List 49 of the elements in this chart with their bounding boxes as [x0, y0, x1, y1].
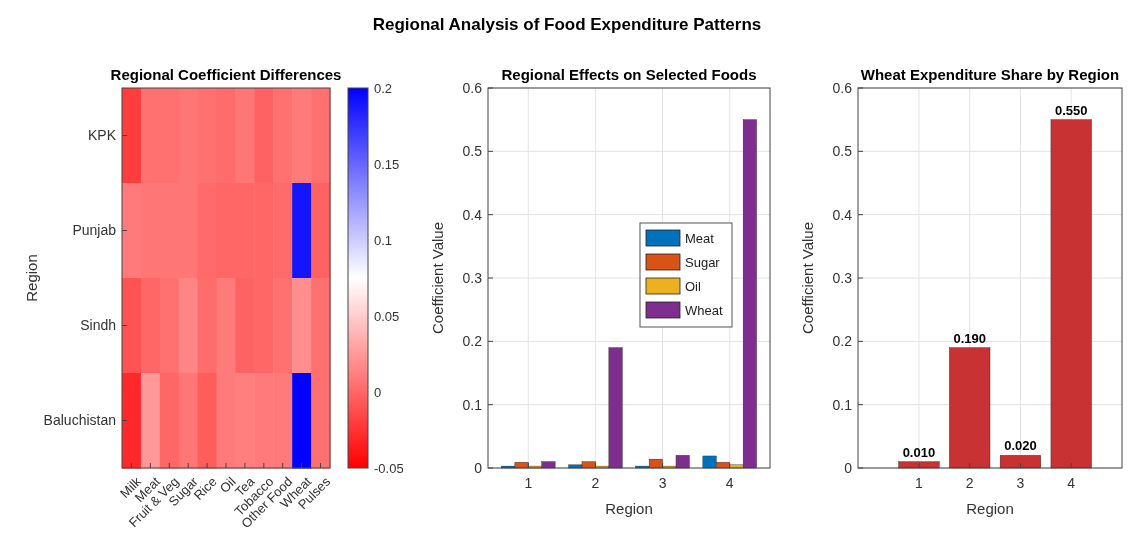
chart-title: Regional Effects on Selected Foods: [501, 66, 757, 83]
y-axis-title: Coefficient Value: [799, 221, 816, 335]
x-axis-title: Region: [966, 500, 1014, 517]
y-axis-title: Coefficient Value: [429, 221, 446, 335]
x-axis-title: Region: [605, 500, 653, 517]
x-tick-label: 1: [524, 475, 533, 491]
x-tick-label: 4: [1067, 475, 1076, 491]
color-bar-label: -0.05: [374, 460, 404, 476]
color-bar-label: 0.2: [374, 80, 393, 96]
x-tick-label: 3: [658, 475, 667, 491]
text: Regional Analysis of Food Expenditure Patterns: [372, 15, 762, 34]
y-tick-label: Baluchistan: [43, 412, 116, 429]
color-bar-label: 0.15: [374, 156, 400, 172]
y-tick-label: 0.2: [462, 333, 483, 350]
y-axis-title: Region: [23, 254, 40, 302]
color-bar-label: 0.1: [374, 232, 393, 248]
data-label: 0.190: [953, 330, 986, 346]
x-tick-label: 3: [1016, 475, 1025, 491]
y-tick-label: 0.3: [462, 269, 483, 286]
y-tick-label: KPK: [87, 127, 117, 144]
color-bar-label: 0.05: [374, 308, 400, 324]
y-tick-label: 0.4: [462, 206, 483, 223]
x-tick-label: 2: [591, 475, 600, 491]
y-tick-label: 0.1: [832, 396, 853, 413]
x-tick-label: 2: [965, 475, 974, 491]
y-tick-label: 0.6: [462, 79, 483, 96]
color-bar-label: 0: [374, 384, 382, 400]
chart-title: Wheat Expenditure Share by Region: [860, 66, 1120, 83]
chart-title: Regional Coefficient Differences: [110, 66, 342, 83]
y-tick-label: 0.6: [832, 79, 853, 96]
x-tick-label: 4: [725, 475, 734, 491]
legend-label: Meat: [685, 230, 715, 246]
data-label: 0.550: [1054, 102, 1088, 118]
y-tick-label: 0: [474, 459, 483, 476]
y-tick-label: 0.2: [832, 333, 853, 350]
y-tick-label: 0.3: [832, 269, 853, 286]
y-tick-label: Punjab: [72, 222, 117, 239]
legend-label: Sugar: [685, 254, 721, 270]
y-tick-label: 0.5: [832, 143, 853, 160]
y-tick-label: 0: [844, 459, 853, 476]
legend-label: Wheat: [685, 302, 723, 318]
data-label: 0.010: [902, 444, 936, 460]
x-tick-label: 1: [915, 475, 924, 491]
y-tick-label: Sindh: [80, 317, 116, 334]
legend-label: Oil: [685, 278, 701, 294]
y-tick-label: 0.1: [462, 396, 483, 413]
data-label: 0.020: [1004, 438, 1037, 454]
y-tick-label: 0.5: [462, 143, 483, 160]
y-tick-label: 0.4: [832, 206, 853, 223]
